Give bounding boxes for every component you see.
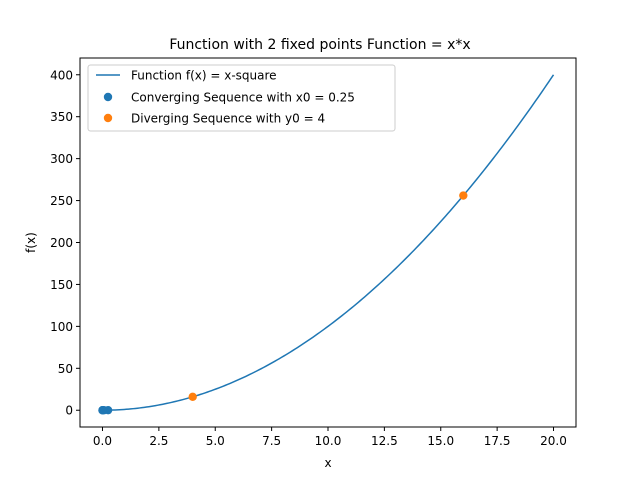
legend-label: Converging Sequence with x0 = 0.25 [131, 91, 355, 105]
diverging-point-1 [459, 191, 468, 200]
series-line-function [103, 74, 555, 411]
y-tick-label: 250 [50, 194, 73, 208]
x-tick-label: 12.5 [371, 434, 398, 448]
legend-label: Diverging Sequence with y0 = 4 [131, 112, 325, 126]
y-tick-label: 150 [50, 278, 73, 292]
y-axis-label: f(x) [24, 232, 38, 253]
x-axis: 0.0 2.5 5.0 7.5 10.0 12.5 15.0 17.5 20.0 [93, 427, 567, 448]
legend: Function f(x) = x-square Converging Seque… [87, 64, 396, 132]
y-tick-label: 300 [50, 152, 73, 166]
x-tick-label: 10.0 [315, 434, 342, 448]
y-tick-label: 400 [50, 68, 73, 82]
x-tick-label: 15.0 [427, 434, 454, 448]
x-axis-label: x [324, 456, 331, 470]
x-tick-label: 7.5 [262, 434, 281, 448]
x-tick-label: 2.5 [149, 434, 168, 448]
chart-title: Function with 2 fixed points Function = … [169, 37, 470, 53]
y-tick-label: 100 [50, 320, 73, 334]
legend-box [87, 64, 396, 132]
y-tick-label: 200 [50, 236, 73, 250]
y-tick-label: 0 [65, 404, 73, 418]
legend-swatch-marker [103, 92, 113, 102]
legend-swatch-marker [103, 113, 113, 123]
plot-layer [98, 74, 555, 415]
y-tick-label: 50 [58, 362, 73, 376]
x-tick-label: 5.0 [206, 434, 225, 448]
diverging-point-0 [188, 392, 197, 402]
x-tick-label: 0.0 [93, 434, 112, 448]
y-axis: 0 50 100 150 200 250 300 350 400 [50, 68, 80, 418]
x-tick-label: 17.5 [484, 434, 511, 448]
converging-point-3 [98, 406, 107, 415]
y-tick-label: 350 [50, 110, 73, 124]
x-tick-label: 20.0 [540, 434, 567, 448]
legend-label: Function f(x) = x-square [131, 69, 277, 83]
